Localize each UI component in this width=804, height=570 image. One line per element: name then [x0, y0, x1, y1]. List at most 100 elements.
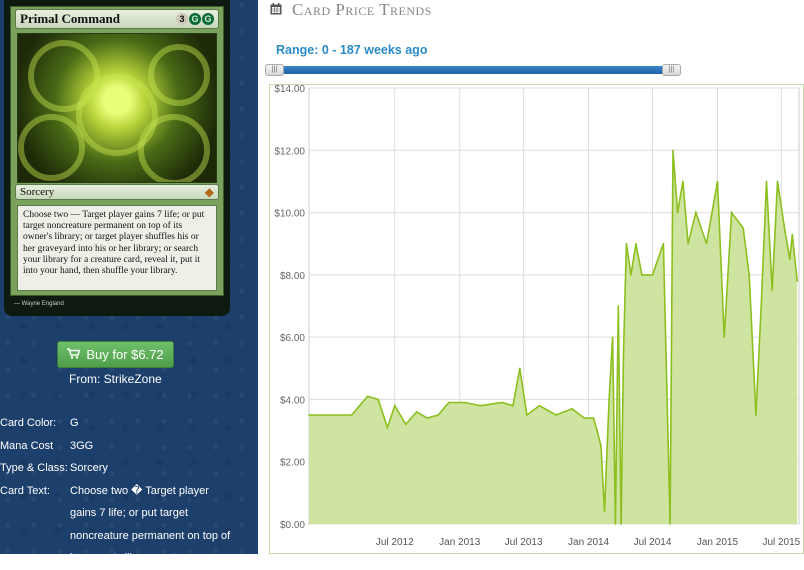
price-point: [437, 414, 440, 416]
price-line: [309, 150, 798, 525]
detail-row: Mana Cost 3GG: [0, 435, 234, 458]
slider-handle-left[interactable]: |||: [265, 64, 284, 76]
range-label: Range: 0 - 187 weeks ago: [276, 43, 428, 57]
range-slider[interactable]: ||| |||: [265, 64, 681, 76]
price-point: [393, 404, 396, 407]
price-point: [676, 211, 679, 214]
price-point: [603, 510, 606, 513]
x-tick-label: Jan 2015: [697, 537, 739, 548]
y-tick-label: $4.00: [280, 395, 305, 406]
y-tick-label: $8.00: [280, 271, 305, 282]
price-point: [662, 242, 665, 245]
vendor-label: From: StrikeZone: [69, 372, 162, 386]
price-point: [526, 414, 528, 416]
price-point: [716, 180, 719, 183]
price-point: [791, 233, 794, 236]
y-tick-label: $2.00: [280, 458, 305, 469]
price-point: [789, 258, 791, 261]
card-rules-text: Choose two — Target player gains 7 life;…: [17, 205, 217, 291]
detail-value: Sorcery: [70, 462, 108, 474]
detail-row: Card Text: Choose two � Target player gai…: [0, 480, 234, 570]
card-frame: Primal Command 3 G G Sorcery ◆ Choose tw…: [10, 6, 224, 296]
price-point: [760, 305, 763, 307]
x-tick-label: Jul 2014: [634, 537, 672, 548]
card-title-bar: Primal Command 3 G G: [15, 9, 219, 29]
price-point: [641, 274, 643, 276]
price-point: [617, 305, 620, 307]
price-point: [608, 398, 610, 401]
slider-handle-right[interactable]: |||: [662, 64, 681, 76]
price-point: [705, 242, 708, 245]
price-point: [682, 180, 684, 183]
mana-green-icon: G: [189, 13, 201, 25]
price-point: [415, 411, 418, 413]
price-point: [672, 149, 674, 152]
detail-value: G: [70, 417, 79, 429]
price-point: [571, 407, 573, 410]
price-point: [404, 423, 407, 426]
y-tick-label: $6.00: [280, 333, 305, 344]
price-point: [669, 523, 671, 525]
chart-title: Card Price Trends: [292, 0, 432, 19]
price-point: [308, 414, 310, 416]
detail-key: Mana Cost: [0, 439, 54, 452]
calendar-icon: [270, 0, 282, 20]
mana-generic-icon: 3: [176, 13, 188, 25]
price-point: [630, 274, 632, 276]
cart-icon: [67, 347, 81, 362]
price-point: [771, 289, 773, 292]
price-point: [501, 401, 503, 404]
price-point: [592, 417, 595, 419]
price-point: [426, 417, 429, 419]
y-tick-label: $12.00: [274, 146, 305, 157]
price-point: [755, 414, 757, 416]
price-point: [748, 274, 751, 276]
price-point: [518, 367, 521, 370]
price-point: [765, 180, 768, 183]
price-point: [622, 351, 625, 354]
y-tick-label: $10.00: [274, 209, 305, 220]
card-type-line: Sorcery ◆: [15, 184, 219, 200]
detail-value: 3GG: [70, 439, 94, 452]
price-point: [512, 404, 514, 407]
x-tick-label: Jan 2014: [568, 537, 610, 548]
card-art: [17, 33, 217, 183]
price-point: [695, 211, 697, 214]
price-point: [723, 336, 725, 338]
y-tick-label: $14.00: [274, 84, 305, 95]
detail-row: Card Color: G: [0, 412, 234, 435]
chart-header: Card Price Trends: [270, 0, 432, 20]
x-tick-label: Jul 2015: [762, 537, 800, 548]
price-point: [776, 180, 779, 183]
y-tick-label: $0.00: [280, 520, 305, 531]
set-icon: ◆: [204, 184, 214, 199]
buy-label: Buy for $6.72: [86, 347, 164, 362]
artist-name: Wayne England: [21, 301, 64, 307]
price-point: [651, 274, 654, 276]
price-point: [614, 523, 617, 525]
card-details: Card Color: G Mana Cost 3GG Type & Class: S…: [0, 412, 234, 570]
price-point: [611, 336, 614, 338]
detail-value: Choose two � Target player gains 7 life;…: [70, 484, 231, 565]
price-point: [600, 445, 602, 447]
price-chart: $0.00 $2.00 $4.00 $6.00 $8.00 $10.00 $12.00 $14…: [274, 84, 800, 548]
price-point: [350, 414, 353, 416]
mana-green-icon: G: [202, 13, 214, 25]
price-point: [555, 414, 557, 416]
price-point: [447, 401, 450, 404]
price-point: [596, 429, 598, 432]
detail-row: Type & Class: Sorcery: [0, 457, 234, 480]
price-point: [635, 242, 637, 245]
price-point: [583, 417, 586, 419]
price-point: [366, 395, 369, 398]
price-point: [463, 401, 466, 404]
card-type: Sorcery: [20, 186, 55, 198]
price-point: [386, 426, 389, 429]
price-point: [687, 242, 689, 245]
buy-button[interactable]: Buy for $6.72: [57, 341, 174, 368]
price-point: [796, 280, 799, 282]
slider-track[interactable]: [273, 66, 673, 74]
price-point: [377, 398, 379, 401]
price-point: [625, 242, 628, 245]
detail-key: Card Text:: [0, 484, 50, 497]
